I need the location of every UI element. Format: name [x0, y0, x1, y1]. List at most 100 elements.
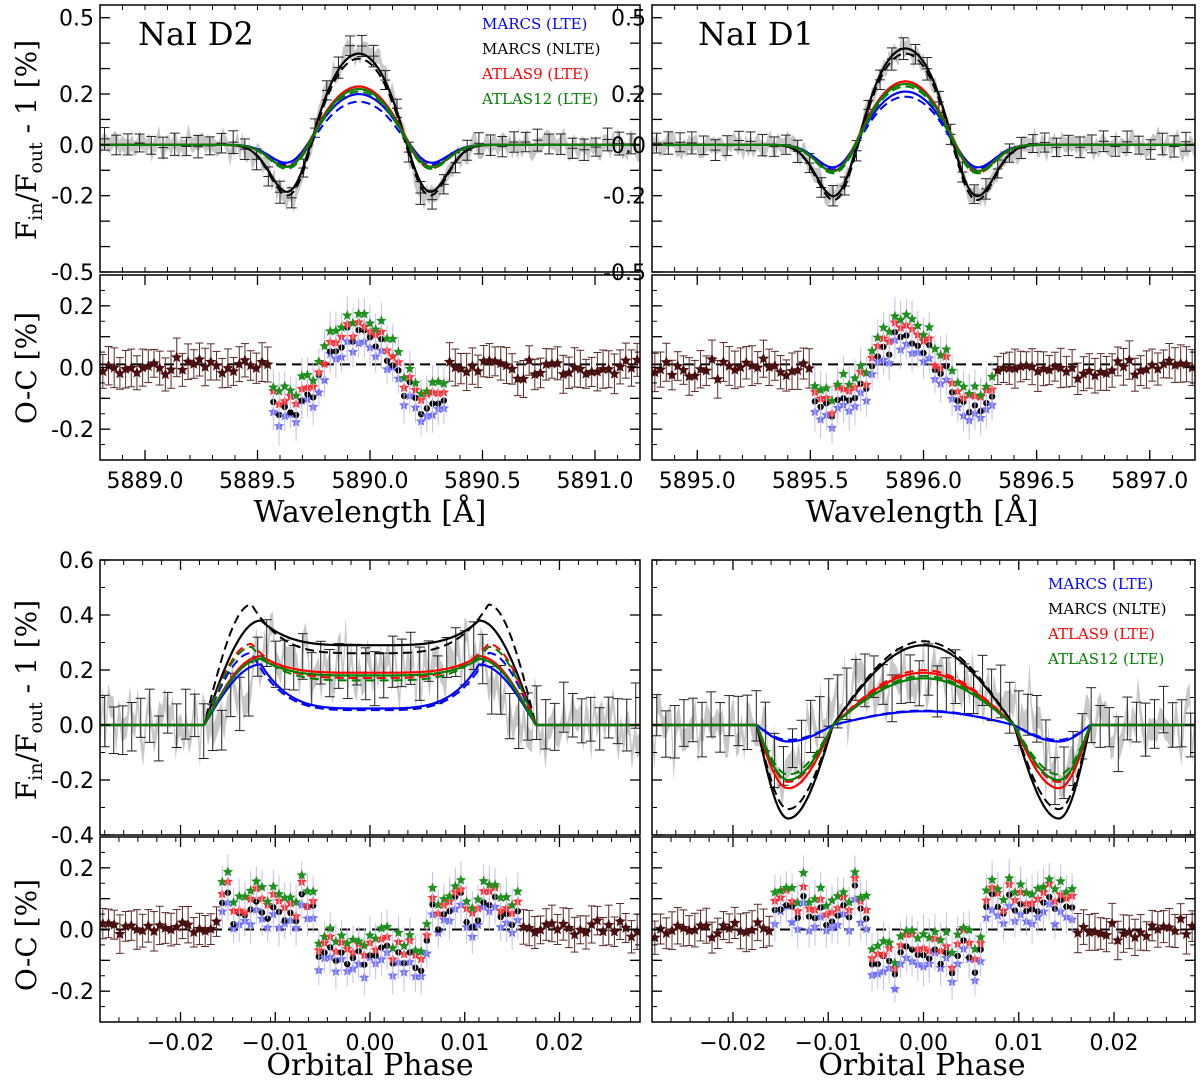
- y-tick-label: 0.0: [59, 714, 94, 739]
- residual-star: [952, 377, 963, 388]
- residual-star: [176, 363, 189, 375]
- residual-star: [325, 325, 336, 336]
- residual-star: [666, 369, 678, 380]
- residual-star: [228, 897, 239, 907]
- residual-star: [199, 361, 211, 372]
- legend-top: MARCS (LTE) MARCS (NLTE) ATLAS9 (LTE) AT…: [481, 15, 601, 108]
- residual-star: [1175, 912, 1187, 924]
- x-tick-label: 5895.0: [659, 469, 736, 494]
- y-tick-label: 0.4: [59, 604, 94, 629]
- residual-star: [1026, 889, 1038, 899]
- residual-star: [262, 896, 273, 907]
- residual-star: [884, 326, 895, 337]
- model-line: [652, 47, 1195, 198]
- residual-star: [586, 918, 598, 930]
- residual-star: [313, 938, 325, 949]
- y-tick-label: -0.2: [51, 980, 94, 1005]
- residual-star: [404, 363, 415, 374]
- residual-star: [997, 361, 1010, 373]
- residual-star: [1015, 360, 1027, 372]
- residual-star: [838, 368, 849, 379]
- residual-star: [1049, 883, 1061, 894]
- residual-star: [992, 364, 1004, 376]
- residual-star: [717, 919, 730, 931]
- residual-star: [757, 352, 770, 364]
- residual-star: [838, 886, 849, 897]
- residual-dot: [287, 409, 294, 416]
- residual-star: [763, 361, 775, 373]
- plot-area: [100, 603, 640, 770]
- residual-star: [268, 381, 279, 392]
- residual-star: [307, 375, 319, 386]
- residual-star: [1032, 365, 1044, 377]
- residual-star: [895, 314, 906, 325]
- residual-star: [273, 888, 285, 899]
- residual-star: [924, 321, 935, 332]
- legend-bottom-atlas12: ATLAS12 (LTE): [1047, 650, 1164, 668]
- residual-star: [1066, 362, 1078, 373]
- residual-star: [855, 360, 866, 371]
- residual-star: [614, 360, 626, 372]
- x-tick-label: 5890.0: [332, 469, 409, 494]
- residual-star: [381, 921, 393, 932]
- residual-star: [1100, 929, 1113, 940]
- residual-star: [421, 385, 433, 396]
- residual-star: [489, 879, 501, 890]
- residual-star: [804, 896, 815, 907]
- residual-star: [986, 874, 998, 885]
- x-tick-label: −0.01: [795, 1031, 862, 1056]
- axes-frame: [99, 274, 641, 461]
- residual-star: [906, 313, 918, 324]
- residual-star: [398, 940, 410, 951]
- residual-star: [568, 928, 581, 940]
- axis-ticks: 5889.0 5889.5 5890.0 5890.5 5891.0 0.2 0.0 -0.2: [51, 274, 641, 494]
- residual-star: [438, 378, 450, 389]
- residual-star: [506, 362, 518, 374]
- residual-star: [958, 381, 969, 392]
- residual-star: [102, 917, 115, 929]
- residual-star: [1100, 367, 1113, 379]
- residual-star: [1009, 887, 1021, 897]
- y-tick-label: -0.2: [51, 418, 94, 443]
- residual-star: [1186, 920, 1195, 931]
- residual-star: [472, 365, 484, 377]
- residual-star: [912, 320, 923, 331]
- residual-star: [746, 924, 758, 935]
- residual-star: [757, 922, 770, 934]
- y-tick-label: 0.2: [59, 659, 94, 684]
- residual-star: [410, 377, 421, 388]
- plot-area: [652, 635, 1195, 820]
- residual-star: [821, 382, 832, 393]
- residual-star: [359, 308, 370, 319]
- residual-star: [608, 367, 621, 379]
- residual-star: [461, 896, 472, 906]
- residual-star: [205, 923, 217, 934]
- residual-star: [872, 940, 883, 951]
- model-line: [100, 87, 640, 169]
- axes-frame: [99, 836, 641, 1023]
- residual-star: [798, 867, 809, 878]
- residual-star: [597, 363, 609, 374]
- y-tick-label: 0.0: [59, 919, 94, 944]
- panel-d1-transmission: 0.5 0.2 0.0 -0.2 -0.5: [603, 4, 1196, 286]
- residual-star: [262, 358, 274, 370]
- residual-star: [935, 349, 946, 360]
- plot-area: [100, 296, 640, 446]
- residual-star: [912, 932, 923, 943]
- residual-star: [1140, 930, 1153, 942]
- ylabel-top-main: Fin/Fout - 1 [%]: [10, 40, 47, 240]
- residual-star: [1117, 360, 1130, 372]
- residual-star: [1003, 362, 1015, 374]
- residual-star: [438, 893, 450, 904]
- data-band: [652, 33, 1195, 209]
- residual-star: [998, 894, 1009, 905]
- title-nai-d1: NaI D1: [698, 15, 814, 53]
- ylabel-top-resid: O-C [%]: [10, 312, 43, 424]
- residual-star: [136, 924, 149, 936]
- y-tick-label: 0.0: [59, 357, 94, 382]
- residual-star: [330, 936, 342, 947]
- residual-star: [1112, 355, 1124, 367]
- model-line-dashed: [100, 100, 640, 167]
- residual-star: [165, 363, 177, 375]
